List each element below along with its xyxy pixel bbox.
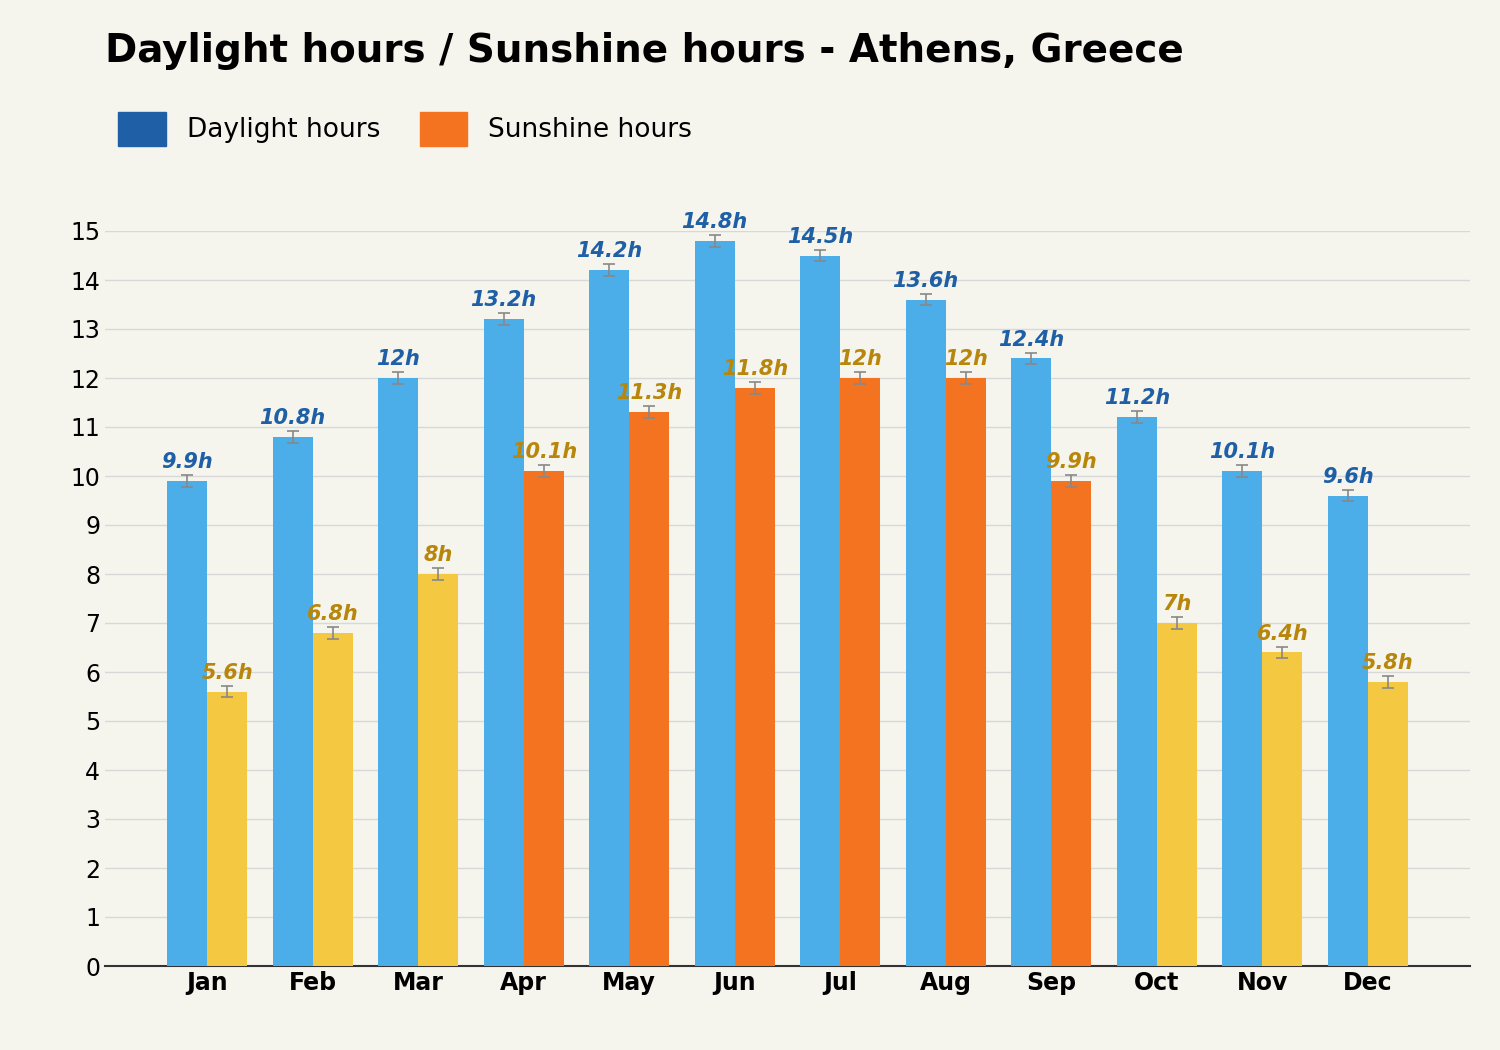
Bar xyxy=(1116,417,1156,966)
Bar xyxy=(1328,496,1368,966)
Text: 6.8h: 6.8h xyxy=(308,604,358,624)
Text: 9.9h: 9.9h xyxy=(160,453,213,472)
Bar xyxy=(273,437,312,966)
Text: 5.8h: 5.8h xyxy=(1362,653,1414,673)
Bar xyxy=(483,319,524,966)
Bar xyxy=(1263,652,1302,966)
Bar xyxy=(1052,481,1092,966)
Text: 12h: 12h xyxy=(376,350,420,370)
Bar xyxy=(906,299,946,966)
Text: 11.3h: 11.3h xyxy=(616,383,682,403)
Bar xyxy=(419,574,459,966)
Text: 13.2h: 13.2h xyxy=(471,291,537,311)
Bar xyxy=(628,413,669,966)
Text: 12.4h: 12.4h xyxy=(998,330,1065,350)
Text: 12h: 12h xyxy=(839,350,882,370)
Legend: Daylight hours, Sunshine hours: Daylight hours, Sunshine hours xyxy=(118,112,692,146)
Bar xyxy=(1156,623,1197,966)
Text: 6.4h: 6.4h xyxy=(1257,624,1308,644)
Bar xyxy=(1011,358,1052,966)
Bar xyxy=(378,378,419,966)
Text: 9.6h: 9.6h xyxy=(1322,467,1374,487)
Bar xyxy=(1368,681,1408,966)
Bar xyxy=(946,378,986,966)
Bar xyxy=(694,240,735,966)
Text: 7h: 7h xyxy=(1162,594,1191,614)
Text: 9.9h: 9.9h xyxy=(1046,453,1096,472)
Bar xyxy=(312,633,352,966)
Text: 11.2h: 11.2h xyxy=(1104,388,1170,408)
Text: 10.8h: 10.8h xyxy=(260,408,326,428)
Text: 14.5h: 14.5h xyxy=(788,227,853,247)
Text: 13.6h: 13.6h xyxy=(892,271,958,291)
Text: 5.6h: 5.6h xyxy=(201,663,254,682)
Bar xyxy=(840,378,880,966)
Text: 14.8h: 14.8h xyxy=(681,212,748,232)
Bar xyxy=(800,255,840,966)
Text: 8h: 8h xyxy=(423,545,453,565)
Text: 11.8h: 11.8h xyxy=(722,359,788,379)
Text: Daylight hours / Sunshine hours - Athens, Greece: Daylight hours / Sunshine hours - Athens… xyxy=(105,32,1184,69)
Text: 10.1h: 10.1h xyxy=(510,442,578,462)
Bar xyxy=(524,471,564,966)
Text: 14.2h: 14.2h xyxy=(576,242,642,261)
Bar xyxy=(735,387,776,966)
Bar xyxy=(590,270,628,966)
Bar xyxy=(207,692,248,966)
Text: 12h: 12h xyxy=(944,350,988,370)
Text: 10.1h: 10.1h xyxy=(1209,442,1275,462)
Bar xyxy=(1222,471,1263,966)
Bar xyxy=(166,481,207,966)
